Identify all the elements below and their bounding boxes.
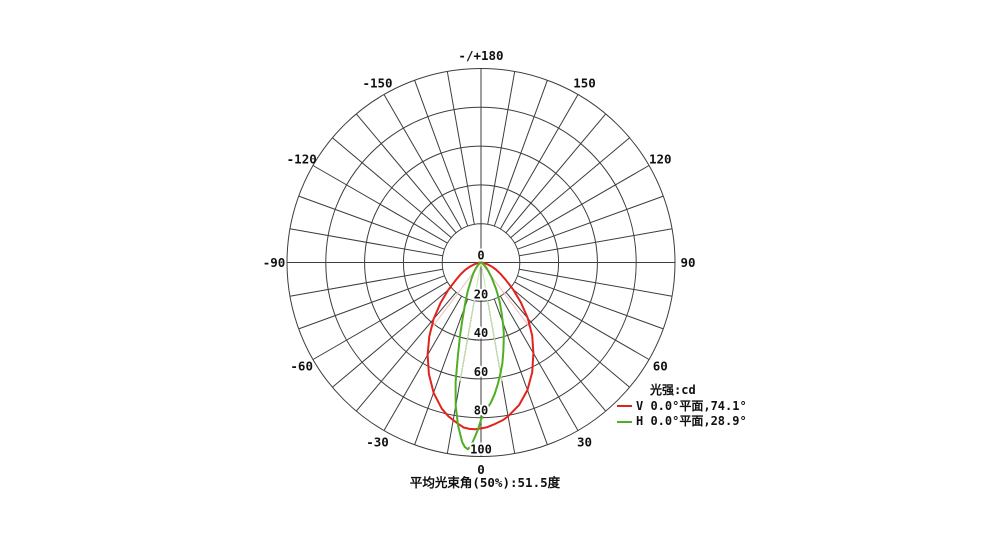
grid-spoke [505, 113, 607, 234]
legend-title: 光强:cd [650, 383, 696, 397]
angle-label: 30 [577, 434, 592, 449]
grid-spoke [355, 113, 457, 234]
grid-spoke [505, 291, 607, 412]
radial-tick-label: 100 [470, 443, 492, 457]
v-plane-curve [426, 261, 535, 431]
radial-tick-label: 20 [474, 287, 488, 301]
grid-spoke [487, 71, 516, 225]
grid-spoke [289, 228, 443, 257]
beam-angle-caption: 平均光束角(50%):51.5度 [409, 475, 561, 490]
angle-label: 120 [649, 152, 672, 167]
h-plane-curve [454, 261, 505, 451]
grid-spoke [414, 298, 469, 445]
grid-spoke [510, 287, 630, 388]
chart-legend: 光强:cd V 0.0°平面,74.1° H 0.0°平面,28.9° [617, 383, 747, 430]
grid-spoke [289, 268, 443, 297]
angle-label: -60 [290, 359, 313, 374]
h-plane-line-swatch [617, 420, 632, 423]
grid-spoke [519, 228, 673, 257]
grid-spoke [414, 80, 469, 227]
grid-spoke [332, 287, 452, 388]
grid-spoke [383, 94, 463, 230]
grid-spoke [298, 275, 445, 330]
radial-tick-label: 40 [474, 326, 488, 340]
v-plane-line-swatch [617, 405, 632, 408]
grid-spoke [383, 295, 463, 431]
beam-angle-line [480, 262, 503, 382]
grid-spoke [355, 291, 457, 412]
angle-label: 0 [477, 462, 485, 477]
angle-label: -/+180 [458, 48, 503, 63]
beam-angle-line [459, 262, 482, 382]
grid-spoke [499, 94, 579, 230]
angle-label: 60 [653, 359, 668, 374]
grid-spoke [499, 295, 579, 431]
radial-tick-label: 0 [477, 249, 484, 263]
angle-label: 150 [573, 76, 596, 91]
angle-label: -30 [366, 434, 389, 449]
radial-tick-label: 80 [474, 404, 488, 418]
grid-spoke [510, 137, 630, 238]
grid-spoke [517, 275, 664, 330]
grid-spoke [298, 195, 445, 250]
grid-spoke [519, 268, 673, 297]
grid-spoke [446, 71, 475, 225]
grid-spoke [517, 195, 664, 250]
grid-spoke [514, 165, 650, 244]
grid-spoke [312, 281, 448, 360]
angle-label: -120 [287, 152, 317, 167]
angle-label: -150 [362, 76, 392, 91]
grid-spoke [514, 281, 650, 360]
legend-item-v-plane: V 0.0°平面,74.1° [617, 399, 747, 415]
grid-spoke [332, 137, 452, 238]
v-plane-label: V 0.0°平面,74.1° [636, 398, 747, 413]
radial-tick-label: 60 [474, 365, 488, 379]
grid-spoke [493, 80, 548, 227]
legend-item-h-plane: H 0.0°平面,28.9° [617, 414, 747, 430]
angle-label: -90 [263, 255, 286, 270]
angle-label: 90 [680, 255, 695, 270]
grid-spoke [312, 165, 448, 244]
h-plane-label: H 0.0°平面,28.9° [636, 414, 747, 428]
